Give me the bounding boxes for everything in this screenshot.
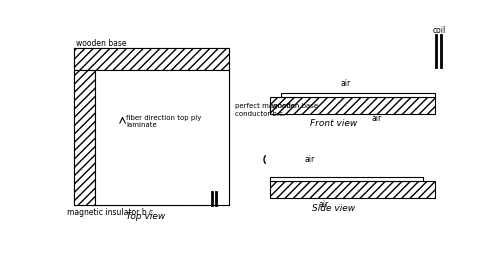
Bar xyxy=(282,93,434,97)
Bar xyxy=(74,48,229,70)
Bar xyxy=(96,70,229,204)
Text: wooden base: wooden base xyxy=(272,103,318,109)
Text: Side view: Side view xyxy=(312,204,356,213)
Bar xyxy=(74,70,96,204)
Text: air: air xyxy=(340,79,350,88)
Text: magnetic insulator b.c.: magnetic insulator b.c. xyxy=(66,208,155,217)
Text: air: air xyxy=(304,155,315,164)
Bar xyxy=(74,48,229,204)
Text: air: air xyxy=(319,200,329,210)
Bar xyxy=(270,177,423,181)
Text: Top view: Top view xyxy=(126,212,166,221)
Bar xyxy=(270,97,434,114)
Text: laminate: laminate xyxy=(126,122,157,128)
Text: air: air xyxy=(371,114,382,123)
Text: fiber direction top ply: fiber direction top ply xyxy=(126,115,202,120)
Bar xyxy=(270,181,434,198)
Text: conductor b.c.: conductor b.c. xyxy=(235,110,285,117)
Text: coil: coil xyxy=(432,26,446,35)
Text: perfect magnetic: perfect magnetic xyxy=(235,103,295,109)
Text: wooden base: wooden base xyxy=(76,39,126,48)
Text: Front view: Front view xyxy=(310,119,358,128)
